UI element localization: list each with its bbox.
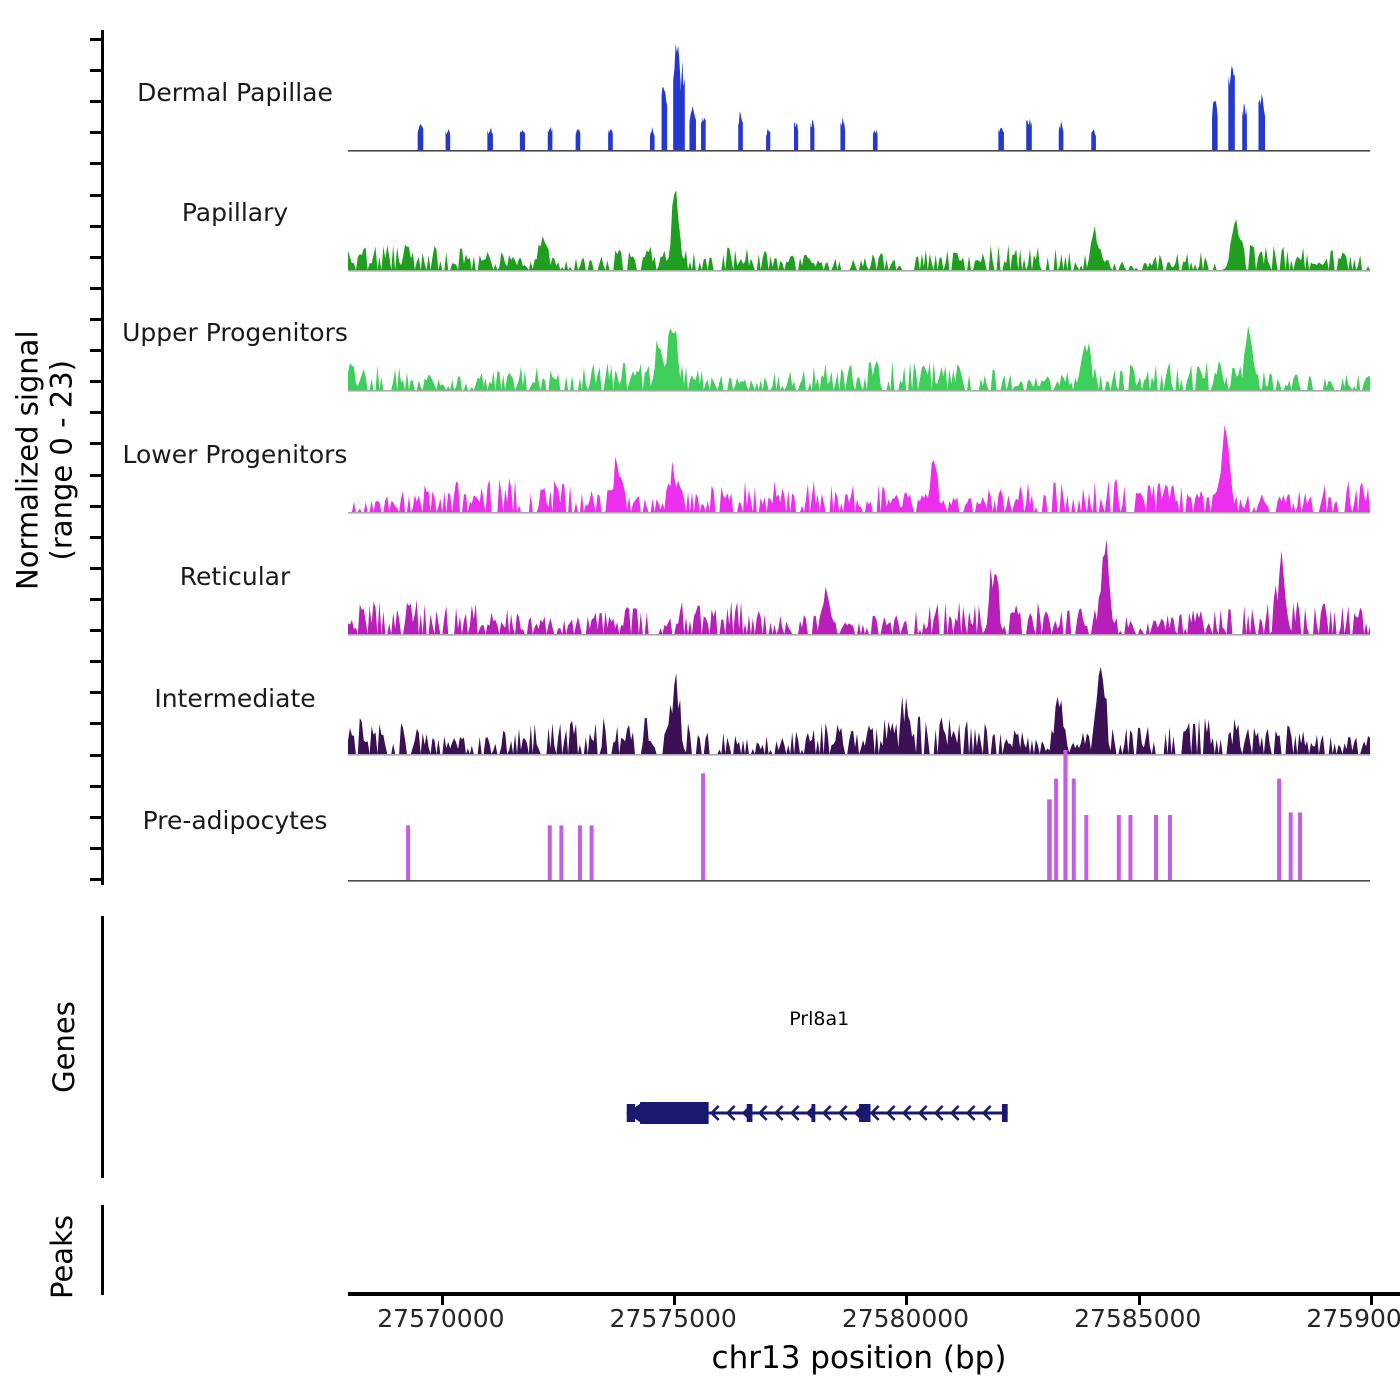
y-axis-tick [90, 442, 101, 446]
y-axis-tick [90, 224, 101, 228]
gene-label-text: Prl8a1 [789, 1008, 850, 1030]
signal-track-intermediate[interactable] [348, 659, 1370, 757]
signal-track-lower-progenitors[interactable] [348, 417, 1370, 515]
gene-label: Prl8a1 [348, 1008, 1370, 1030]
y-axis-tick [90, 38, 101, 41]
x-axis-tick-label: 27590000 [1306, 1304, 1400, 1333]
x-axis-tick-label: 27580000 [841, 1304, 970, 1333]
x-axis-tick-label: 27585000 [1074, 1304, 1202, 1333]
y-axis-tick [90, 69, 101, 73]
y-axis-tick [90, 691, 101, 695]
y-axis-tick [90, 629, 101, 633]
x-axis-tick [1137, 1296, 1141, 1305]
y-axis-tick [90, 318, 101, 321]
y-axis-tick [90, 286, 101, 290]
track-label-lower-progenitors: Lower Progenitors [122, 440, 348, 469]
signal-track-upper-progenitors[interactable] [348, 295, 1370, 393]
x-axis-tick-label: 27575000 [609, 1304, 737, 1333]
y-axis-tick [90, 753, 101, 757]
genes-section-spine [101, 916, 104, 1178]
signal-track-pre-adipocytes[interactable] [348, 750, 1370, 883]
track-label-pre-adipocytes: Pre-adipocytes [142, 806, 328, 835]
y-axis-tick [90, 878, 101, 881]
genes-section-label: Genes [46, 1001, 81, 1093]
y-axis-tick [90, 722, 101, 726]
x-axis-tick [905, 1296, 909, 1305]
y-axis-tick [90, 660, 101, 664]
peaks-section-label: Peaks [44, 1215, 79, 1299]
x-axis-tick [440, 1296, 444, 1305]
y-axis-tick [90, 846, 101, 850]
x-axis-tick [673, 1296, 677, 1305]
track-label-dermal-papillae: Dermal Papillae [137, 78, 333, 107]
peaks-section-spine [101, 1205, 104, 1295]
signal-track-papillary[interactable] [348, 175, 1370, 273]
signal-section-spine [101, 30, 104, 885]
x-axis-tick [1370, 1296, 1373, 1305]
y-axis-label: Normalized signal (range 0 - 23) [0, 300, 90, 620]
peaks-track [348, 1205, 1370, 1285]
y-axis-tick [90, 380, 101, 384]
signal-track-dermal-papillae[interactable] [348, 30, 1370, 153]
y-axis-tick [90, 566, 101, 570]
y-axis-tick [90, 131, 101, 135]
y-axis-tick [90, 349, 101, 353]
track-label-intermediate: Intermediate [154, 684, 316, 713]
y-axis-tick [90, 473, 101, 477]
signal-track-reticular[interactable] [348, 539, 1370, 637]
y-axis-label-line1: Normalized signal [10, 330, 45, 590]
y-axis-label-line2: (range 0 - 23) [45, 359, 79, 561]
track-label-reticular: Reticular [179, 562, 291, 591]
x-axis-line [348, 1292, 1400, 1296]
x-axis-tick-label: 27570000 [377, 1304, 505, 1333]
track-label-papillary: Papillary [181, 198, 289, 227]
y-axis-tick [90, 162, 101, 166]
y-axis-tick [90, 815, 101, 819]
y-axis-tick [90, 255, 101, 259]
y-axis-tick [90, 100, 101, 104]
y-axis-tick [90, 504, 101, 508]
x-axis-label: chr13 position (bp) [711, 1340, 1007, 1376]
y-axis-tick [90, 535, 101, 539]
y-axis-tick [90, 784, 101, 788]
y-axis-tick [90, 598, 101, 601]
track-label-upper-progenitors: Upper Progenitors [122, 318, 348, 347]
gene-model-track[interactable] [348, 1090, 1370, 1136]
y-axis-tick [90, 411, 101, 415]
y-axis-tick [90, 193, 101, 197]
